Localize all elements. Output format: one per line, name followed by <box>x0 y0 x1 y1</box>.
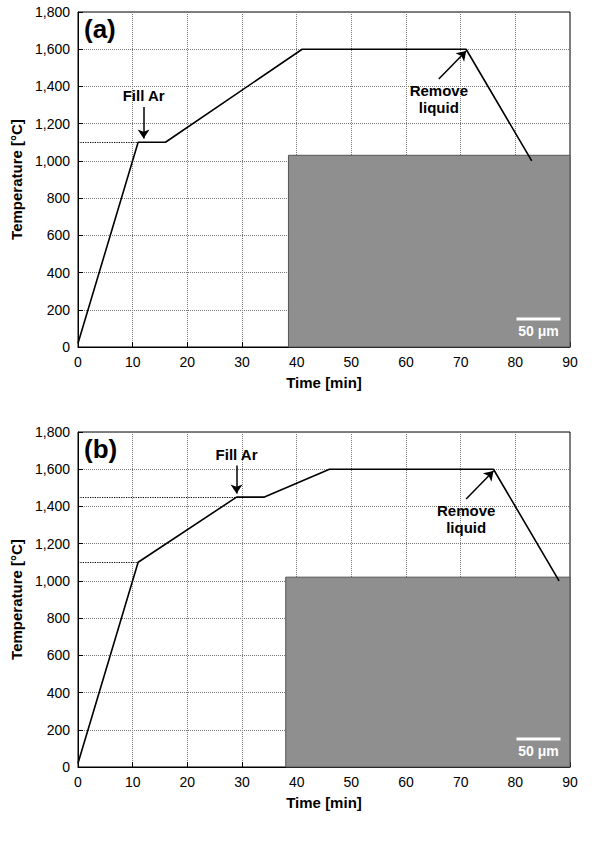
svg-text:0: 0 <box>62 759 70 775</box>
svg-text:(b): (b) <box>84 434 117 464</box>
svg-text:1,400: 1,400 <box>35 78 70 94</box>
svg-text:20: 20 <box>180 774 196 790</box>
svg-text:600: 600 <box>47 227 71 243</box>
svg-text:80: 80 <box>508 354 524 370</box>
svg-text:90: 90 <box>562 354 578 370</box>
svg-text:Time [min]: Time [min] <box>286 794 362 811</box>
svg-text:1,800: 1,800 <box>35 4 70 20</box>
svg-text:800: 800 <box>47 190 71 206</box>
svg-text:Temperature [°C]: Temperature [°C] <box>8 119 25 240</box>
svg-text:10: 10 <box>125 774 141 790</box>
svg-text:50 μm: 50 μm <box>518 323 558 339</box>
svg-text:Fill Ar: Fill Ar <box>216 446 258 463</box>
svg-text:800: 800 <box>47 610 71 626</box>
svg-text:0: 0 <box>62 339 70 355</box>
svg-text:liquid: liquid <box>446 519 486 536</box>
svg-text:1,000: 1,000 <box>35 573 70 589</box>
svg-text:90: 90 <box>562 774 578 790</box>
svg-text:50: 50 <box>344 354 360 370</box>
svg-text:30: 30 <box>234 774 250 790</box>
svg-text:1,000: 1,000 <box>35 153 70 169</box>
svg-text:600: 600 <box>47 647 71 663</box>
svg-text:1,800: 1,800 <box>35 424 70 440</box>
svg-text:30: 30 <box>234 354 250 370</box>
svg-text:70: 70 <box>453 774 469 790</box>
svg-text:10: 10 <box>125 354 141 370</box>
svg-text:1,400: 1,400 <box>35 498 70 514</box>
svg-text:0: 0 <box>74 354 82 370</box>
svg-text:400: 400 <box>47 685 71 701</box>
svg-text:Remove: Remove <box>437 502 495 519</box>
svg-text:Time [min]: Time [min] <box>286 374 362 391</box>
svg-text:0: 0 <box>74 774 82 790</box>
svg-text:Remove: Remove <box>410 82 468 99</box>
svg-text:liquid: liquid <box>419 99 459 116</box>
svg-text:80: 80 <box>508 774 524 790</box>
svg-text:40: 40 <box>289 774 305 790</box>
svg-text:200: 200 <box>47 302 71 318</box>
svg-text:(a): (a) <box>84 14 116 44</box>
svg-text:1,600: 1,600 <box>35 41 70 57</box>
svg-text:50 μm: 50 μm <box>518 743 558 759</box>
svg-text:20: 20 <box>180 354 196 370</box>
svg-text:1,200: 1,200 <box>35 116 70 132</box>
svg-text:50: 50 <box>344 774 360 790</box>
svg-text:40: 40 <box>289 354 305 370</box>
svg-text:Fill Ar: Fill Ar <box>123 87 165 104</box>
svg-text:60: 60 <box>398 774 414 790</box>
svg-text:1,200: 1,200 <box>35 536 70 552</box>
svg-text:400: 400 <box>47 265 71 281</box>
svg-text:60: 60 <box>398 354 414 370</box>
svg-text:1,600: 1,600 <box>35 461 70 477</box>
svg-text:200: 200 <box>47 722 71 738</box>
svg-text:70: 70 <box>453 354 469 370</box>
svg-text:Temperature [°C]: Temperature [°C] <box>8 539 25 660</box>
